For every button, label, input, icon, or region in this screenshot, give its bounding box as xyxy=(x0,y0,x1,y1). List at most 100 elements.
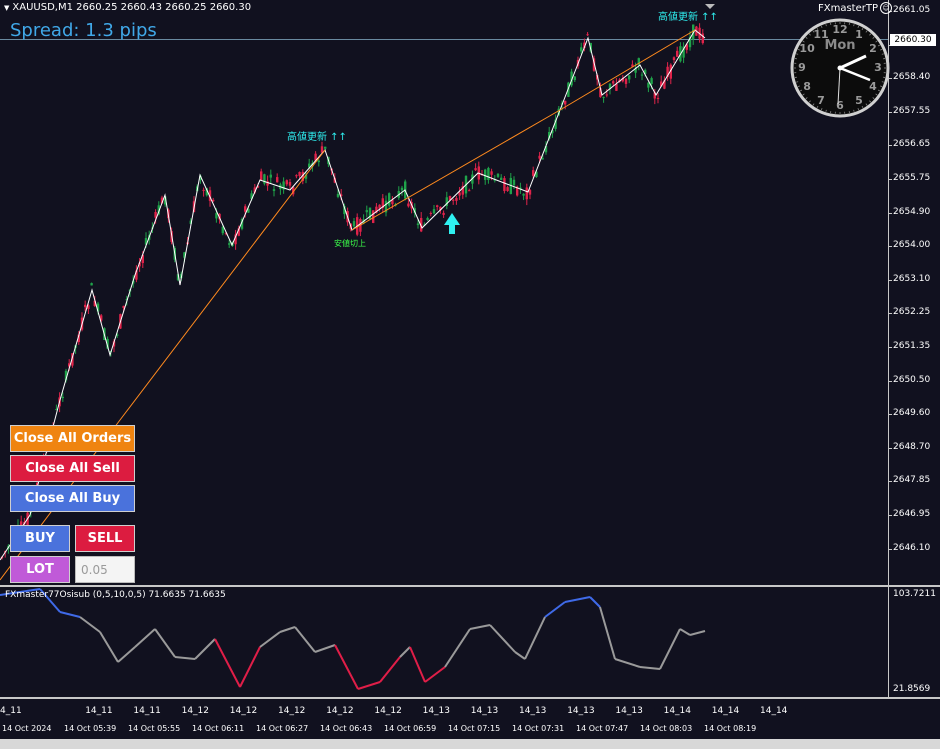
oscillator-segment xyxy=(39,588,61,613)
trendline xyxy=(0,149,326,581)
indicator-name: FXmaster77Osisub (0,5,10,0,5) 71.6635 71… xyxy=(5,590,226,600)
candle-body xyxy=(378,204,381,209)
oscillator-segment xyxy=(99,631,119,663)
oscillator-segment xyxy=(194,638,216,660)
candle-body xyxy=(605,94,608,96)
clock-tick xyxy=(808,100,811,103)
oscillator-chart[interactable] xyxy=(0,587,888,698)
candle-body xyxy=(544,145,548,153)
close-all-orders-button[interactable]: Close All Orders xyxy=(10,425,135,452)
clock-tick xyxy=(802,40,805,43)
candle-body xyxy=(320,146,324,153)
shift-marker-icon[interactable] xyxy=(705,4,715,9)
candle-body xyxy=(688,37,692,48)
candle-body xyxy=(580,47,583,52)
candle-body xyxy=(624,78,628,84)
clock-tick xyxy=(872,97,875,100)
candle-body xyxy=(666,66,669,78)
candle-body xyxy=(228,243,231,245)
lot-button[interactable]: LOT xyxy=(10,556,70,583)
candle-body xyxy=(135,270,138,280)
candle-body xyxy=(551,130,554,134)
oscillator-segment xyxy=(514,651,526,660)
candle-body xyxy=(528,190,532,195)
oscillator-segment xyxy=(444,628,471,668)
clock-tick xyxy=(812,30,815,33)
candle-body xyxy=(650,78,653,85)
time-date-label: 14 Oct 06:11 xyxy=(192,724,245,733)
close-all-buy-button[interactable]: Close All Buy xyxy=(10,485,135,512)
oscillator-segment xyxy=(134,628,156,648)
candle-body xyxy=(304,174,308,179)
candle-body xyxy=(647,82,650,88)
candle-body xyxy=(68,363,71,367)
price-tick-mark xyxy=(889,246,892,248)
price-tick-label: 2658.40 xyxy=(893,72,931,83)
panel-divider[interactable] xyxy=(0,697,940,699)
price-axis[interactable]: 2661.052659.902658.402657.552656.652655.… xyxy=(888,0,940,586)
candle-body xyxy=(84,304,87,308)
candle-body xyxy=(301,171,304,182)
candle-body xyxy=(631,64,634,67)
sell-button[interactable]: SELL xyxy=(75,525,135,552)
candle-body xyxy=(474,168,477,171)
candle-body xyxy=(493,179,496,181)
panel-divider[interactable] xyxy=(0,585,940,587)
collapse-triangle-icon[interactable]: ▼ xyxy=(4,4,10,12)
clock-tick xyxy=(880,85,883,88)
time-hour-label: 14_11 xyxy=(85,706,113,716)
oscillator-segment xyxy=(399,646,411,658)
oscillator-segment xyxy=(117,646,136,663)
price-tick-mark xyxy=(889,347,892,348)
time-date-label: 14 Oct 07:47 xyxy=(576,724,629,733)
smiley-icon[interactable]: ☺ xyxy=(880,2,893,14)
time-axis[interactable]: 4_11 14_11 14_11 14_12 14_12 14_12 14_12 14_12 1… xyxy=(0,699,888,739)
candle-body xyxy=(266,181,269,186)
candle-body xyxy=(352,221,356,227)
price-tick-mark xyxy=(889,414,892,416)
candle-body xyxy=(100,315,103,321)
candle-body xyxy=(247,208,250,213)
candle-body xyxy=(439,206,442,211)
candle-body xyxy=(429,213,432,215)
candle-body xyxy=(496,173,500,177)
candle-body xyxy=(260,171,263,181)
candle-body xyxy=(282,181,285,190)
brand-name: FXmasterTP xyxy=(818,3,879,14)
clock-hour-hand xyxy=(839,54,867,70)
time-hour-label: 14_12 xyxy=(374,706,402,716)
price-tick-label: 2646.95 xyxy=(893,509,931,519)
candle-body xyxy=(589,42,592,52)
lot-size-input[interactable] xyxy=(75,556,135,583)
oscillator-segment xyxy=(357,681,381,690)
candle-body xyxy=(292,186,295,195)
time-date-label: 14 Oct 07:31 xyxy=(512,724,565,733)
candle-body xyxy=(64,370,68,381)
oscillator-segment xyxy=(689,630,706,636)
oscillator-segment xyxy=(294,626,316,653)
buy-button[interactable]: BUY xyxy=(10,525,70,552)
time-hour-label: 14_14 xyxy=(760,706,788,716)
oscillator-segment xyxy=(214,638,241,688)
candle-body xyxy=(381,198,384,208)
price-tick-mark xyxy=(889,481,892,483)
indicator-axis[interactable]: 103.7211 21.8569 xyxy=(888,587,940,698)
candle-body xyxy=(468,190,471,192)
candle-body xyxy=(272,189,276,191)
candle-body xyxy=(256,186,260,188)
clock-tick xyxy=(796,81,799,83)
price-tick-label: 2647.85 xyxy=(893,475,931,486)
candle-body xyxy=(672,57,676,60)
close-all-sell-button[interactable]: Close All Sell xyxy=(10,455,135,482)
clock-tick xyxy=(853,24,855,27)
symbol-quote: XAUUSD,M1 2660.25 2660.43 2660.25 2660.3… xyxy=(12,2,252,13)
time-date-label: 14 Oct 05:39 xyxy=(64,724,117,733)
time-hour-label: 14_11 xyxy=(133,706,161,716)
clock-tick xyxy=(875,93,878,96)
candle-body xyxy=(116,334,119,336)
candle-body xyxy=(548,131,551,139)
candle-body xyxy=(384,200,388,213)
time-date-label: 14 Oct 06:27 xyxy=(256,724,309,733)
oscillator-segment xyxy=(0,591,21,596)
clock-hour-label: 7 xyxy=(817,94,825,107)
